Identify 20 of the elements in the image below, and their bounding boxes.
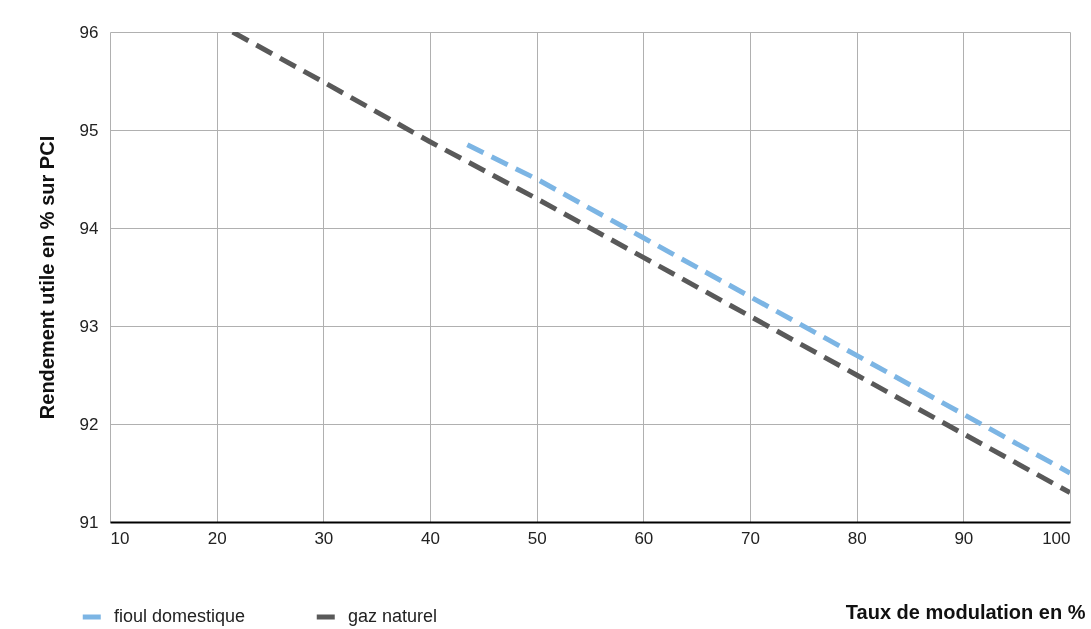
legend-label: fioul domestique (114, 606, 246, 626)
y-axis-title: Rendement utile en % sur PCI (35, 135, 58, 420)
x-tick-label: 40 (421, 528, 440, 548)
x-tick-label: 60 (634, 528, 654, 548)
x-tick-label: 80 (847, 528, 867, 548)
x-tick-label: 50 (527, 528, 547, 548)
x-tick-label: 70 (741, 528, 760, 548)
x-tick-label: 20 (207, 528, 227, 548)
x-axis-title: Taux de modulation en % (845, 600, 1086, 623)
x-tick-label: 90 (954, 528, 974, 548)
y-tick-label: 96 (79, 22, 99, 42)
y-tick-label: 93 (79, 316, 99, 336)
y-tick-label: 94 (79, 218, 99, 238)
y-tick-label: 95 (79, 120, 99, 140)
x-tick-label: 30 (314, 528, 334, 548)
x-tick-label: 10 (110, 528, 130, 548)
y-tick-label: 91 (79, 512, 99, 532)
x-tick-label: 100 (1042, 528, 1071, 548)
legend-label: gaz naturel (348, 606, 438, 626)
y-tick-label: 92 (79, 414, 99, 434)
